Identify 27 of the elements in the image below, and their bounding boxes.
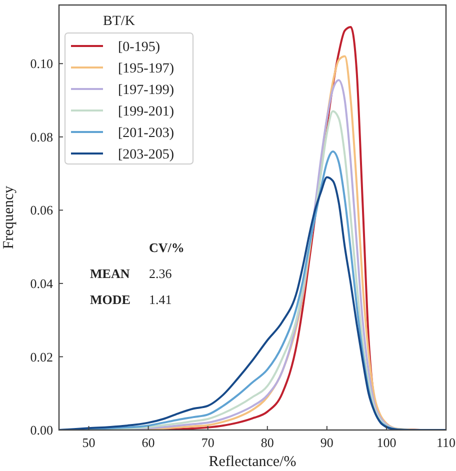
y-tick-label: 0.04 — [30, 276, 54, 291]
legend-label: [201-203) — [118, 126, 174, 141]
x-tick-label: 60 — [142, 435, 155, 450]
x-axis-title: Reflectance/% — [208, 454, 296, 470]
y-tick-label: 0.06 — [30, 202, 54, 218]
annotation: CV/% — [149, 240, 184, 255]
annotation: MODE — [90, 292, 130, 307]
x-tick-label: 100 — [376, 435, 396, 450]
x-tick-label: 70 — [201, 435, 214, 450]
legend-label: [195-197) — [118, 61, 174, 76]
y-axis-title: Frequency — [1, 185, 17, 250]
legend-label: [0-195) — [118, 40, 160, 55]
legend-label: [199-201) — [118, 104, 174, 120]
annotation: MEAN — [90, 266, 130, 281]
legend-label: [203-205) — [118, 147, 174, 162]
x-tick-label: 80 — [260, 435, 274, 450]
x-tick-label: 50 — [82, 435, 96, 450]
y-tick-label: 0.02 — [30, 349, 53, 364]
y-tick-label: 0.08 — [30, 129, 53, 144]
legend-title: BT/K — [103, 14, 135, 29]
y-tick-label: 0.00 — [30, 422, 53, 438]
annotation: 1.41 — [149, 292, 172, 307]
x-tick-label: 90 — [320, 435, 334, 450]
annotation: 2.36 — [149, 266, 172, 281]
x-tick-label: 110 — [436, 435, 456, 450]
legend-label: [197-199) — [118, 82, 174, 98]
y-tick-label: 0.10 — [30, 56, 53, 72]
